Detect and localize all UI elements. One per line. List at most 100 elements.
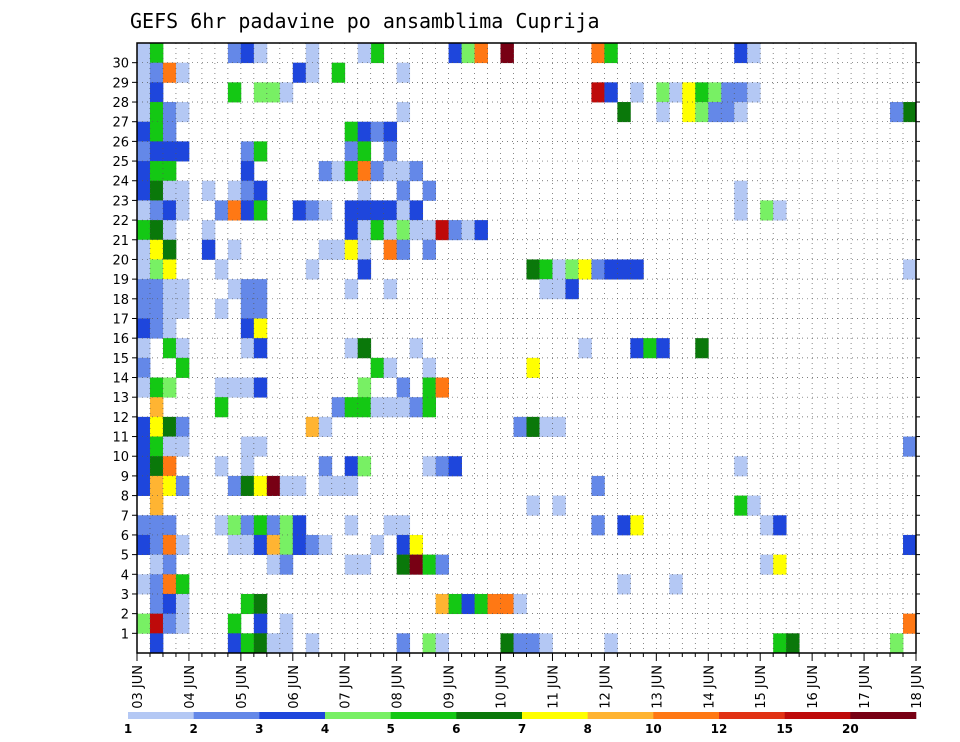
x-tick-label: 05 JUN bbox=[235, 665, 250, 709]
heatmap-cell bbox=[279, 515, 294, 536]
heatmap-cell bbox=[227, 200, 242, 221]
heatmap-cell bbox=[305, 259, 320, 280]
heatmap-cell bbox=[175, 62, 190, 83]
heatmap-cell bbox=[539, 279, 553, 300]
heatmap-cell bbox=[253, 534, 268, 556]
heatmap-cell bbox=[175, 180, 190, 201]
heatmap-cell bbox=[137, 279, 151, 300]
x-tick-label: 15 JUN bbox=[754, 665, 769, 709]
heatmap-cell bbox=[162, 62, 177, 83]
heatmap-cell bbox=[162, 456, 177, 477]
heatmap-cell bbox=[370, 534, 385, 556]
y-tick-label: 28 bbox=[112, 96, 129, 111]
heatmap-cell bbox=[214, 456, 229, 477]
x-tick-label: 03 JUN bbox=[131, 665, 146, 709]
heatmap-cell bbox=[162, 239, 177, 260]
heatmap-cell bbox=[383, 220, 398, 241]
heatmap-cell bbox=[383, 161, 398, 182]
heatmap-cell bbox=[253, 82, 268, 103]
heatmap-cell bbox=[539, 259, 553, 280]
heatmap-cell bbox=[162, 298, 177, 319]
heatmap-cell bbox=[175, 357, 190, 378]
heatmap-cell bbox=[227, 613, 242, 634]
heatmap-cell bbox=[175, 416, 190, 437]
heatmap-cell bbox=[617, 102, 631, 123]
heatmap-cell bbox=[137, 534, 151, 556]
y-tick-label: 17 bbox=[112, 312, 129, 327]
heatmap-cell bbox=[578, 259, 592, 280]
heatmap-cell bbox=[162, 338, 177, 359]
heatmap-cell bbox=[240, 279, 255, 300]
heatmap-cell bbox=[175, 141, 190, 162]
colorbar-label: 8 bbox=[583, 722, 591, 736]
colorbar-swatch bbox=[390, 712, 457, 719]
heatmap-cell bbox=[591, 259, 605, 280]
heatmap-cell bbox=[214, 515, 229, 536]
heatmap-cell bbox=[708, 102, 722, 123]
heatmap-cell bbox=[500, 43, 514, 64]
heatmap-cell bbox=[266, 554, 281, 575]
heatmap-cell bbox=[474, 593, 488, 615]
colorbar-label: 15 bbox=[776, 722, 793, 736]
heatmap-cell bbox=[357, 121, 372, 142]
heatmap-cell bbox=[357, 554, 372, 575]
heatmap-cell bbox=[773, 554, 787, 575]
colorbar-swatch bbox=[456, 712, 523, 719]
x-tick-label: 16 JUN bbox=[806, 665, 821, 709]
heatmap-cell bbox=[253, 298, 268, 319]
heatmap-cell bbox=[137, 456, 151, 477]
heatmap-cell bbox=[240, 180, 255, 201]
x-tick-label: 10 JUN bbox=[495, 665, 510, 709]
heatmap-cell bbox=[357, 141, 372, 162]
heatmap-cell bbox=[137, 436, 151, 457]
heatmap-cell bbox=[162, 377, 177, 398]
heatmap-cell bbox=[357, 259, 372, 280]
heatmap-cell bbox=[240, 200, 255, 221]
heatmap-cell bbox=[760, 515, 774, 536]
heatmap-cell bbox=[318, 239, 333, 260]
heatmap-cell bbox=[890, 633, 904, 654]
heatmap-cell bbox=[201, 239, 216, 260]
heatmap-cell bbox=[149, 121, 164, 142]
heatmap-cell bbox=[903, 102, 917, 123]
heatmap-cell bbox=[227, 377, 242, 398]
heatmap-cell bbox=[149, 456, 164, 477]
heatmap-cell bbox=[344, 279, 359, 300]
y-tick-label: 19 bbox=[112, 273, 129, 288]
heatmap-cell bbox=[305, 633, 320, 654]
heatmap-cell bbox=[344, 515, 359, 536]
colorbar-label: 2 bbox=[189, 722, 197, 736]
heatmap-cell bbox=[630, 515, 644, 536]
heatmap-cell bbox=[149, 554, 164, 575]
y-tick-label: 22 bbox=[112, 214, 129, 229]
heatmap-cell bbox=[500, 593, 514, 615]
heatmap-cell bbox=[734, 43, 748, 64]
x-tick-label: 09 JUN bbox=[443, 665, 458, 709]
heatmap-cell bbox=[240, 43, 255, 64]
heatmap-cell bbox=[292, 62, 307, 83]
heatmap-cell bbox=[137, 102, 151, 123]
colorbar-swatch bbox=[653, 712, 720, 719]
heatmap-cell bbox=[422, 357, 437, 378]
heatmap-cell bbox=[149, 102, 164, 123]
heatmap-cell bbox=[305, 62, 320, 83]
colorbar-swatch bbox=[850, 712, 917, 719]
heatmap-cell bbox=[137, 161, 151, 182]
x-tick-label: 06 JUN bbox=[287, 665, 302, 709]
heatmap-cell bbox=[526, 495, 540, 516]
y-tick-label: 14 bbox=[112, 372, 129, 387]
heatmap-cell bbox=[137, 416, 151, 437]
heatmap-cell bbox=[253, 593, 268, 615]
heatmap-cell bbox=[409, 534, 424, 556]
heatmap-cell bbox=[448, 593, 462, 615]
colorbar-label: 7 bbox=[518, 722, 526, 736]
heatmap-cell bbox=[344, 456, 359, 477]
heatmap-cell bbox=[162, 613, 177, 634]
heatmap-cell bbox=[149, 436, 164, 457]
heatmap-cell bbox=[422, 377, 437, 398]
heatmap-cell bbox=[630, 259, 644, 280]
heatmap-cell bbox=[604, 259, 618, 280]
heatmap-cell bbox=[448, 43, 462, 64]
heatmap-cell bbox=[137, 377, 151, 398]
colorbar-label: 3 bbox=[255, 722, 263, 736]
